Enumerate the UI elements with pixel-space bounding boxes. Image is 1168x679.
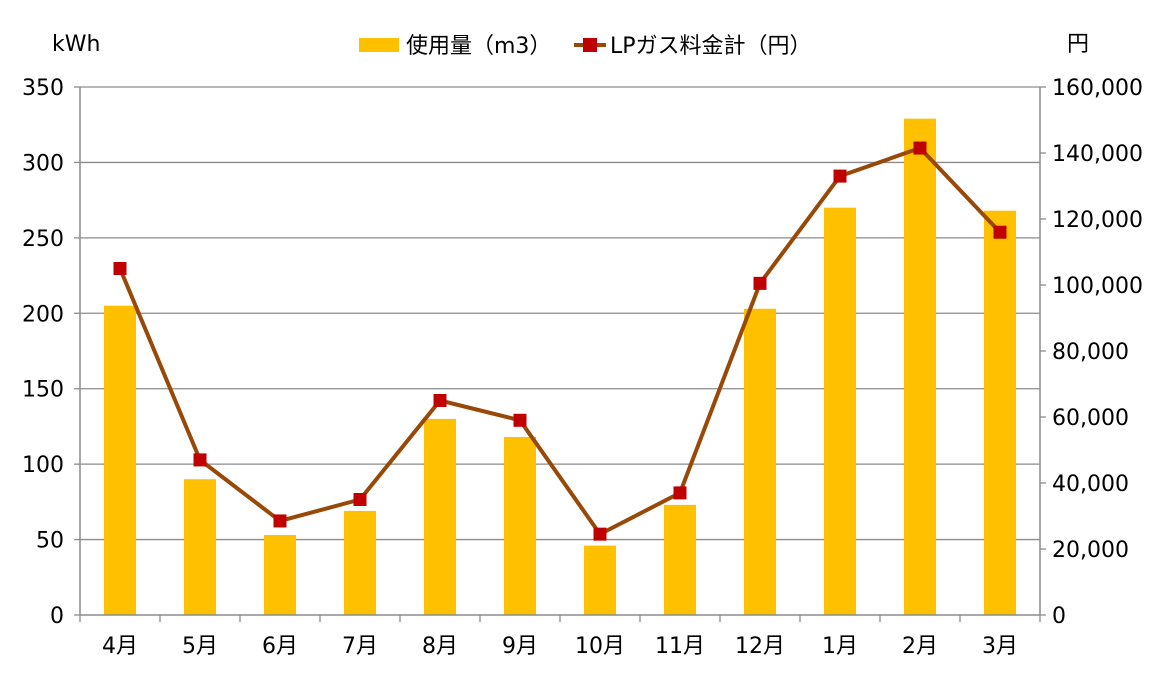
right-tick-label: 120,000 — [1052, 208, 1143, 233]
bar — [664, 504, 696, 615]
legend-swatch-marker — [583, 38, 597, 52]
tick-labels: 0 50 100 150 200 250 300 350 0 20,000 40,000 60,000… — [22, 76, 1143, 659]
line-marker — [193, 453, 207, 467]
left-tick-label: 150 — [22, 378, 64, 403]
bar — [824, 207, 856, 615]
left-axis-unit-label: kWh — [52, 32, 100, 57]
line-marker — [273, 514, 287, 528]
x-tick-label: 6月 — [262, 634, 298, 659]
right-tick-label: 40,000 — [1052, 472, 1129, 497]
bar — [584, 545, 616, 615]
x-tick-label: 5月 — [182, 634, 218, 659]
left-tick-label: 300 — [22, 151, 64, 176]
x-tick-label: 7月 — [342, 634, 378, 659]
left-tick-label: 350 — [22, 76, 64, 101]
line-marker — [993, 225, 1007, 239]
legend: 使用量（m3） LPガス料金計（円） — [359, 34, 812, 59]
x-tick-label: 8月 — [422, 634, 458, 659]
left-tick-label: 200 — [22, 302, 64, 327]
right-tick-label: 80,000 — [1052, 340, 1129, 365]
right-tick-label: 20,000 — [1052, 538, 1129, 563]
right-tick-label: 100,000 — [1052, 274, 1143, 299]
legend-label-bar: 使用量（m3） — [406, 34, 551, 59]
bar — [184, 479, 216, 615]
line-marker — [353, 493, 367, 506]
left-tick-label: 100 — [22, 453, 64, 478]
legend-swatch-bar — [359, 38, 399, 52]
gridlines — [80, 86, 1040, 541]
bar — [504, 436, 536, 615]
legend-label-line: LPガス料金計（円） — [610, 34, 812, 59]
bar — [984, 210, 1016, 615]
x-tick-label: 2月 — [902, 634, 938, 659]
bar — [744, 308, 776, 615]
bar — [104, 305, 136, 615]
right-tick-label: 140,000 — [1052, 142, 1143, 167]
line-marker — [433, 394, 447, 407]
x-tick-label: 12月 — [735, 634, 785, 659]
bar-series — [104, 118, 1016, 616]
line-marker — [913, 141, 927, 155]
line-series — [113, 141, 1007, 541]
bar — [424, 418, 456, 615]
bar — [264, 535, 296, 615]
x-tick-label: 4月 — [102, 634, 138, 659]
left-tick-label: 250 — [22, 227, 64, 252]
x-tick-label: 3月 — [982, 634, 1018, 659]
x-tick-label: 10月 — [575, 634, 625, 659]
x-tick-label: 1月 — [822, 634, 858, 659]
line-marker — [753, 276, 767, 290]
x-tick-label: 9月 — [502, 634, 538, 659]
bar — [344, 510, 376, 615]
right-axis-unit-label: 円 — [1067, 32, 1089, 57]
right-tick-label: 160,000 — [1052, 76, 1143, 101]
line-marker — [673, 486, 687, 500]
series-line — [118, 146, 1002, 537]
line-marker — [513, 413, 527, 427]
line-marker — [593, 527, 607, 541]
left-tick-label: 50 — [36, 529, 64, 554]
axes — [74, 86, 1046, 622]
line-marker — [113, 262, 127, 275]
right-tick-label: 0 — [1052, 604, 1066, 629]
bar — [904, 118, 936, 616]
line-marker — [833, 169, 847, 183]
left-tick-label: 0 — [50, 604, 64, 629]
x-tick-label: 11月 — [655, 634, 705, 659]
right-tick-label: 60,000 — [1052, 406, 1129, 431]
